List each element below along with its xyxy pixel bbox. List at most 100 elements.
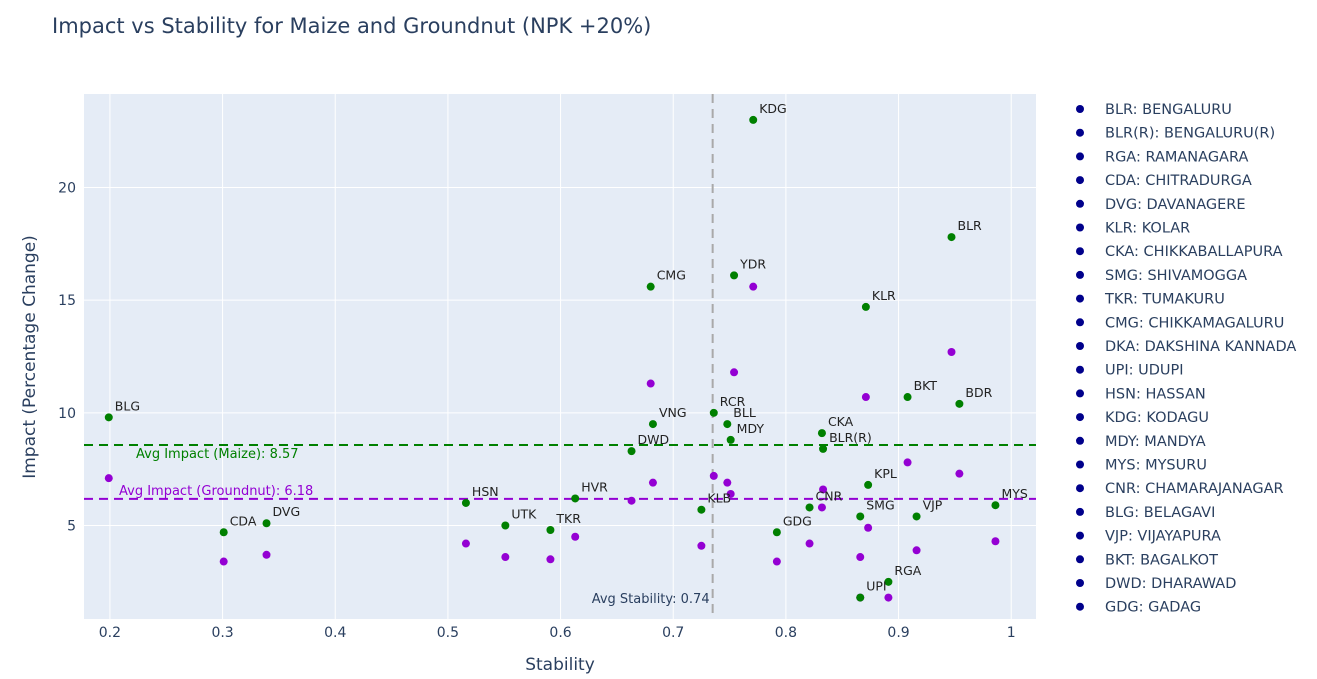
groundnut-point (817, 503, 826, 512)
legend-item: TKR: TUMAKURU (1104, 292, 1225, 308)
legend-item: SMG: SHIVAMOGGA (1105, 268, 1247, 284)
point-label: UPI (866, 579, 886, 594)
legend-item: DWD: DHARAWAD (1105, 576, 1236, 592)
maize-point (819, 444, 828, 453)
y-tick-label: 15 (58, 293, 76, 309)
maize-point (856, 512, 865, 521)
legend-item: MYS: MYSURU (1105, 458, 1207, 474)
legend-marker (1076, 294, 1084, 303)
point-label: KLR (872, 288, 896, 303)
point-label: BLR (958, 218, 983, 233)
point-label: RCR (720, 394, 746, 409)
groundnut-point (709, 471, 718, 480)
point-label: KDG (759, 101, 787, 116)
avg_maize-label: Avg Impact (Maize): 8.57 (136, 447, 299, 462)
groundnut-point (627, 496, 636, 505)
legend-item: HSN: HASSAN (1105, 386, 1206, 402)
maize-point (884, 577, 893, 586)
groundnut-point (955, 469, 964, 478)
point-label: BLR(R) (829, 430, 872, 445)
avg_stability-label: Avg Stability: 0.74 (592, 592, 710, 607)
groundnut-point (262, 550, 271, 559)
point-label: TKR (555, 511, 581, 526)
x-axis-title: Stability (525, 655, 595, 675)
maize-point (772, 528, 781, 537)
legend-marker (1076, 484, 1084, 493)
x-tick-label: 0.6 (549, 625, 571, 641)
legend-marker (1076, 199, 1084, 208)
x-tick-label: 0.4 (324, 625, 346, 641)
groundnut-point (912, 546, 921, 555)
point-label: CDA (230, 513, 257, 528)
legend-item: BLR: BENGALURU (1105, 102, 1232, 118)
y-tick-label: 5 (67, 518, 76, 534)
x-tick-label: 0.2 (99, 625, 121, 641)
groundnut-point (903, 458, 912, 467)
maize-point (646, 282, 655, 291)
legend-marker (1076, 507, 1084, 516)
maize-point (262, 519, 271, 528)
groundnut-point (861, 393, 870, 402)
point-label: VJP (923, 497, 943, 512)
legend-marker (1076, 389, 1084, 398)
legend-marker (1076, 176, 1084, 185)
groundnut-point (697, 541, 706, 550)
groundnut-point (819, 485, 828, 494)
legend-item: RGA: RAMANAGARA (1105, 149, 1248, 165)
maize-point (947, 233, 956, 242)
groundnut-point (947, 347, 956, 356)
groundnut-point (501, 553, 510, 562)
groundnut-point (726, 489, 735, 498)
legend-marker (1076, 602, 1084, 611)
legend-marker (1076, 436, 1084, 445)
point-label: BLG (115, 398, 140, 413)
chart-title: Impact vs Stability for Maize and Ground… (52, 14, 651, 38)
point-label: CKA (828, 414, 854, 429)
point-label: VNG (659, 405, 687, 420)
groundnut-point (805, 539, 814, 548)
point-label: BLL (733, 405, 756, 420)
groundnut-point (864, 523, 873, 532)
maize-point (861, 302, 870, 311)
legend-item: MDY: MANDYA (1105, 434, 1206, 450)
maize-point (461, 498, 470, 507)
x-tick-label: 0.8 (775, 625, 797, 641)
point-label: CMG (657, 268, 686, 283)
legend-marker (1076, 531, 1084, 540)
maize-point (219, 528, 228, 537)
groundnut-point (646, 379, 655, 388)
legend-marker (1076, 555, 1084, 564)
legend-item: BLR(R): BENGALURU(R) (1105, 126, 1275, 142)
groundnut-point (749, 282, 758, 291)
point-label: KPL (874, 466, 897, 481)
legend-item: CMG: CHIKKAMAGALURU (1105, 315, 1284, 331)
legend-marker (1076, 105, 1084, 113)
legend-marker (1076, 223, 1084, 232)
legend-marker (1076, 413, 1084, 422)
point-label: YDR (739, 256, 766, 271)
avg_groundnut-label: Avg Impact (Groundnut): 6.18 (119, 484, 313, 499)
point-label: DVG (273, 504, 301, 519)
legend-item: VJP: VIJAYAPURA (1105, 529, 1221, 545)
maize-point (104, 413, 113, 422)
groundnut-point (884, 593, 893, 602)
point-label: MYS (1001, 486, 1027, 501)
legend-item: KLR: KOLAR (1105, 221, 1190, 237)
legend-marker (1076, 579, 1084, 587)
groundnut-point (723, 478, 732, 487)
point-label: GDG (783, 513, 812, 528)
maize-point (912, 512, 921, 521)
x-tick-label: 1 (1007, 625, 1016, 641)
legend-marker (1076, 342, 1084, 350)
legend-item: BLG: BELAGAVI (1105, 505, 1215, 521)
legend-item: BKT: BAGALKOT (1105, 552, 1218, 568)
point-label: DWD (638, 432, 670, 447)
point-label: KLB (707, 491, 731, 506)
legend-marker (1076, 270, 1084, 279)
x-tick-label: 0.7 (662, 625, 684, 641)
maize-point (571, 494, 580, 503)
x-tick-label: 0.3 (211, 625, 233, 641)
legend-marker (1076, 460, 1084, 469)
point-label: MDY (737, 421, 765, 436)
